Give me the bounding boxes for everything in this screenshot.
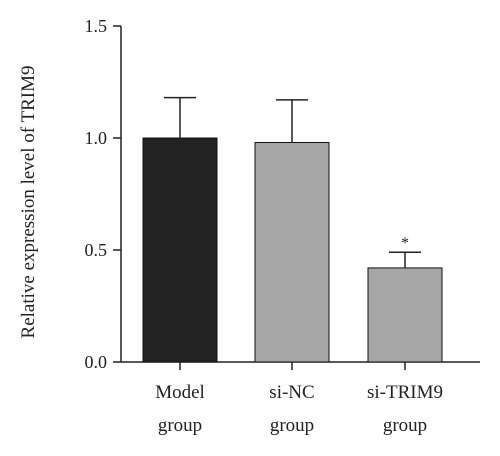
bar [367,267,443,363]
x-tick-label: group [270,415,314,436]
y-axis-label: Relative expression level of TRIM9 [18,66,39,339]
x-tick-label: group [383,415,427,436]
x-tick-label: Model [155,382,205,403]
x-axis: Model group si-NC group si-TRIM9 group [121,361,480,436]
x-tick-label: group [158,415,202,436]
bar [254,141,330,363]
y-tick-label: 0.0 [85,352,108,372]
y-tick-label: 1.0 [85,128,108,148]
x-tick-label: si-NC [269,382,314,403]
y-tick-label: 0.5 [85,240,108,260]
x-tick-label: si-TRIM9 [367,382,443,403]
y-axis: 0.0 0.5 1.0 1.5 [85,16,122,372]
bars: * [142,96,443,363]
bar [142,137,218,363]
significance-marker: * [401,235,409,252]
y-tick-label: 1.5 [85,16,108,36]
